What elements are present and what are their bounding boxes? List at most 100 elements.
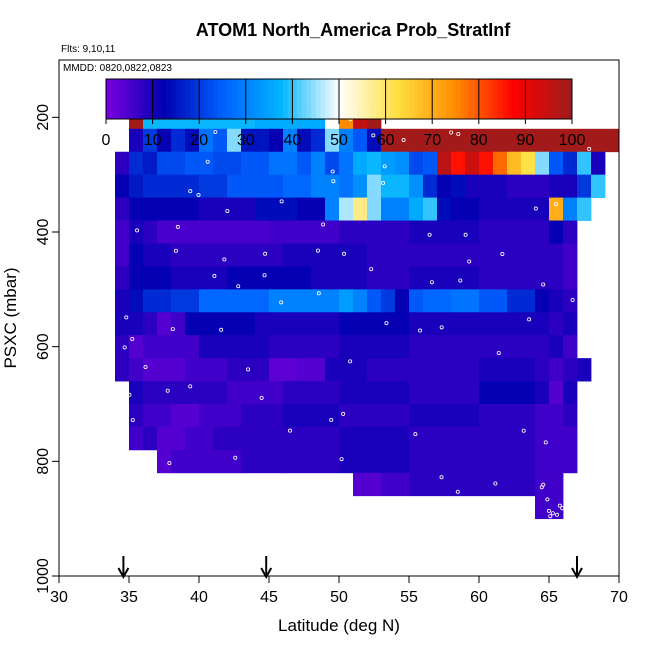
heatmap-cell (339, 335, 410, 359)
heatmap-cell (367, 266, 410, 290)
heatmap-cell (479, 381, 536, 405)
heatmap-cell (409, 472, 452, 497)
heatmap-cell (115, 243, 130, 267)
colorbar-segment (441, 79, 447, 119)
heatmap-cell (409, 404, 480, 428)
heatmap-cell (577, 174, 592, 198)
colorbar-segment (380, 79, 386, 119)
colorbar-segment (189, 79, 195, 119)
heatmap-cell (185, 358, 228, 382)
colorbar-segment (180, 79, 186, 119)
colorbar-segment (199, 79, 205, 119)
flight-track-dot (401, 138, 406, 143)
heatmap-cell (269, 358, 298, 382)
y-axis-label: PSXC (mbar) (1, 267, 20, 368)
colorbar-segment (548, 79, 554, 119)
flight-track-dot (233, 455, 238, 460)
heatmap-cell (255, 197, 298, 221)
heatmap-cell (297, 151, 312, 176)
flight-track-dot (545, 497, 550, 502)
heatmap-cell (199, 289, 270, 313)
colorbar-segment (287, 79, 293, 119)
heatmap-cell (423, 289, 452, 313)
heatmap-cell (563, 312, 578, 336)
heatmap-cell (381, 197, 410, 221)
down-arrow-head-icon (260, 567, 273, 580)
heatmap-cell (381, 289, 396, 313)
heatmap-cell (591, 174, 606, 198)
heatmap-cell (451, 174, 466, 198)
heatmap-cell (535, 335, 550, 359)
flight-track-dot (339, 457, 344, 462)
heatmap-cell (437, 197, 452, 221)
heatmap-cell (549, 197, 564, 221)
heatmap-cell (367, 128, 382, 153)
heatmap-cell (409, 174, 424, 198)
heatmap-cell (465, 151, 480, 176)
heatmap-cell (479, 312, 550, 336)
heatmap-cell (143, 381, 186, 405)
heatmap-cell (339, 174, 354, 198)
flight-track-dot (493, 481, 498, 486)
colorbar-segment (371, 79, 377, 119)
colorbar-segment (511, 79, 517, 119)
heatmap-cell (283, 449, 340, 474)
heatmap-cell (521, 243, 564, 267)
colorbar-tick-label: 0 (102, 132, 111, 149)
colorbar-tick-label: 30 (237, 132, 255, 149)
heatmap-cell (409, 335, 480, 359)
heatmap-cell (129, 197, 200, 221)
heatmap-cell (283, 243, 368, 267)
y-tick-label: 200 (35, 104, 52, 131)
flight-track-dot (222, 257, 227, 262)
heatmap-cell (241, 404, 284, 428)
flight-track-dot (384, 321, 389, 326)
flight-track-dot (449, 130, 454, 135)
heatmap-cell (143, 358, 186, 382)
flight-track-dot (418, 328, 423, 333)
heatmap-cell (227, 358, 270, 382)
heatmap-cell (563, 289, 578, 313)
flight-track-dot (456, 131, 461, 136)
heatmap-cell (563, 220, 578, 244)
colorbar-segment (203, 79, 209, 119)
heatmap-cell (549, 266, 564, 290)
colorbar-segment (106, 79, 111, 119)
colorbar-segment (185, 79, 191, 119)
heatmap-cell (129, 358, 144, 382)
flight-track-dot (555, 512, 560, 517)
heatmap-cell (591, 151, 606, 176)
flight-track-dot (135, 228, 140, 233)
colorbar-segment (390, 79, 396, 119)
flight-track-dot (543, 440, 548, 445)
heatmap-cell (213, 151, 242, 176)
heatmap-cell (115, 151, 130, 176)
heatmap-cell (479, 266, 550, 290)
colorbar-segment (469, 79, 475, 119)
heatmap-cell (115, 174, 130, 198)
colorbar-tick-label: 90 (517, 132, 535, 149)
colorbar-segment (483, 79, 489, 119)
heatmap-cell (535, 449, 578, 474)
colorbar-segment (408, 79, 414, 119)
flight-track-dot (533, 206, 538, 211)
heatmap-cell (479, 358, 536, 382)
heatmap-cell (143, 289, 172, 313)
heatmap-cell (409, 197, 424, 221)
heatmap-cell (129, 404, 144, 428)
colorbar-segment (278, 79, 284, 119)
flight-track-dot (382, 164, 387, 169)
down-arrow-head-icon (117, 567, 130, 580)
colorbar-segment (562, 79, 568, 119)
colorbar-segment (334, 79, 340, 119)
colorbar-tick-label: 10 (144, 132, 162, 149)
colorbar-segment (422, 79, 428, 119)
colorbar-segment (558, 79, 563, 119)
colorbar-segment (129, 79, 135, 119)
heatmap-cell (381, 472, 410, 497)
heatmap-cell (129, 128, 144, 153)
heatmap-cell (311, 151, 326, 176)
heatmap-cell (129, 381, 144, 405)
heatmap-cell (409, 151, 424, 176)
heatmap-cell (409, 220, 480, 244)
